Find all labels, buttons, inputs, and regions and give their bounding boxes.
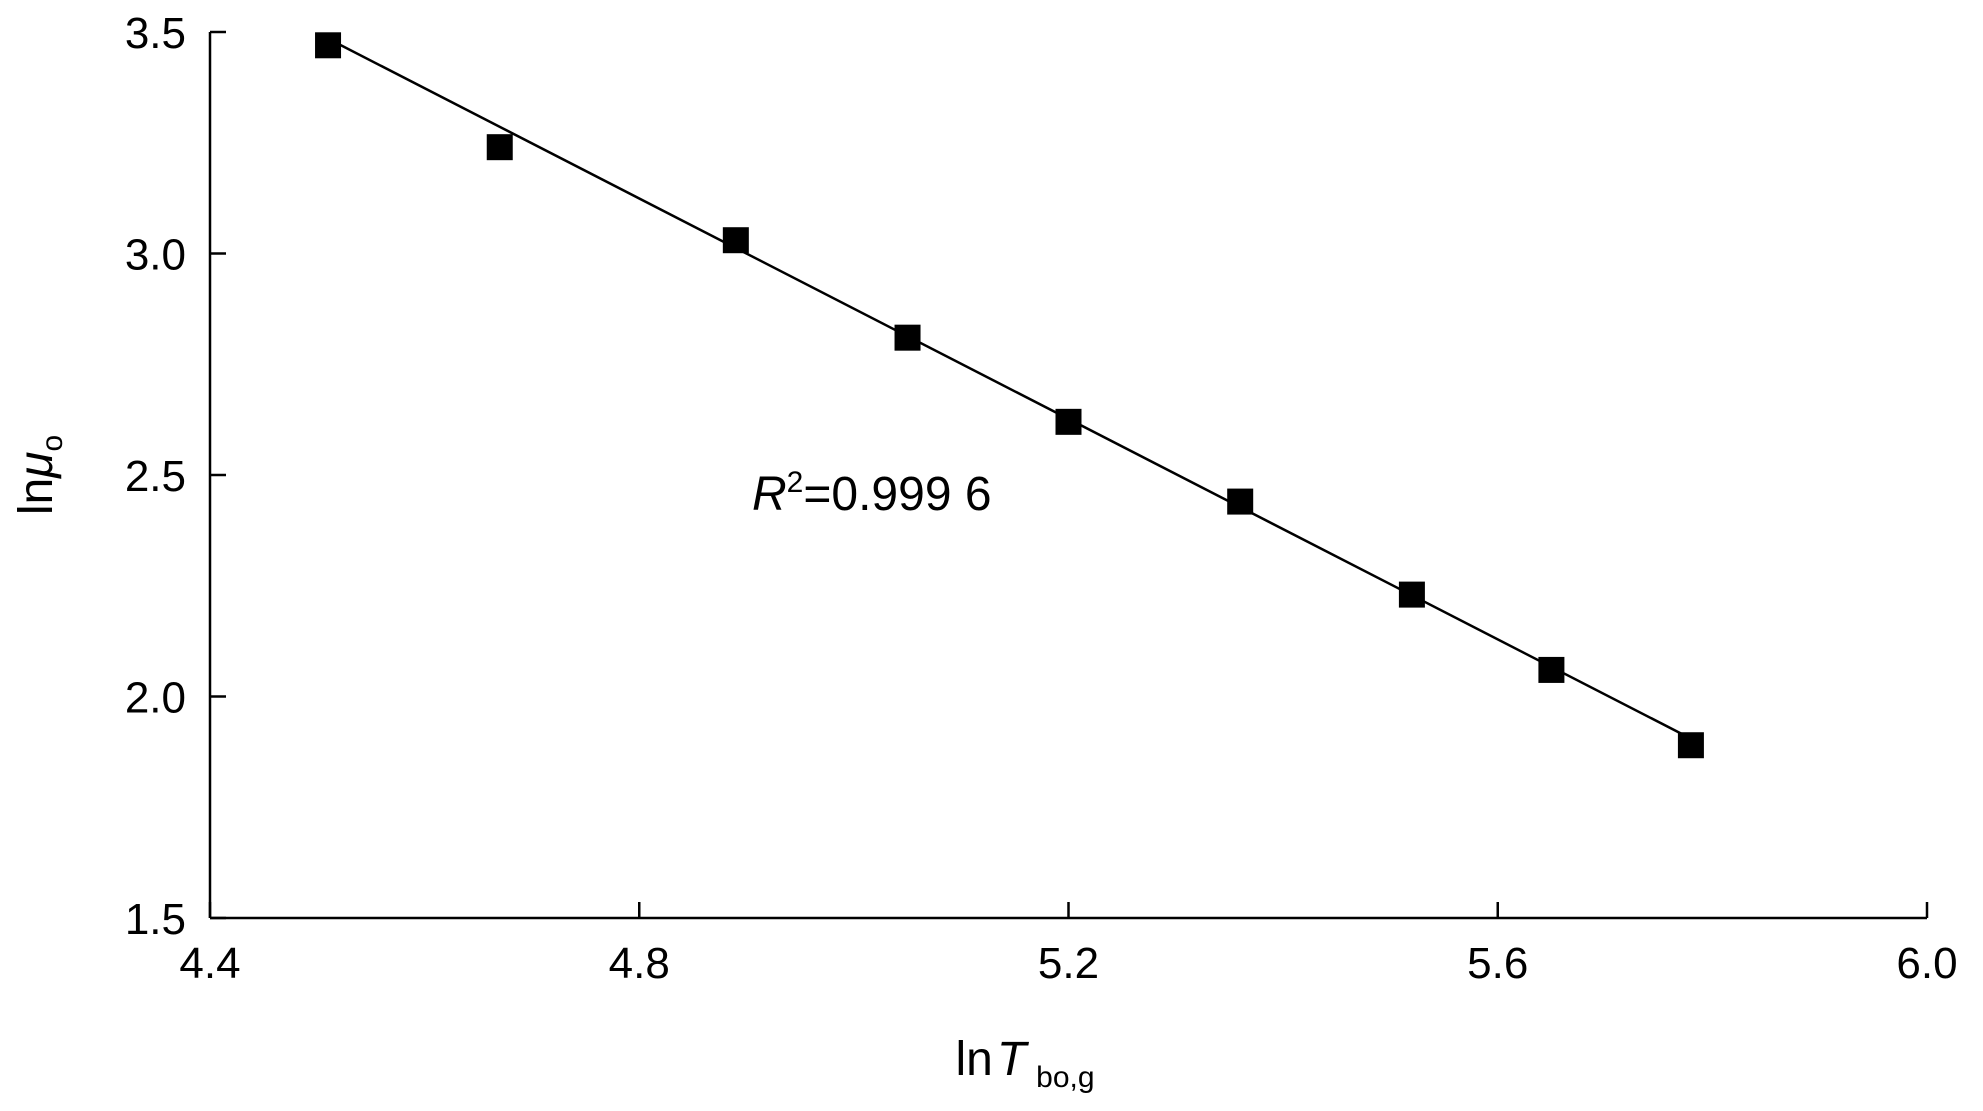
data-point: [1055, 408, 1082, 435]
y-tick-label: 1.5: [125, 895, 186, 944]
x-axis-title-subscript: bo,g: [1036, 1061, 1094, 1094]
x-axis-title-variable: T: [997, 1033, 1030, 1086]
data-point: [1227, 488, 1254, 515]
data-point: [1677, 732, 1704, 759]
y-tick-label: 2.5: [125, 452, 186, 501]
x-tick-label: 4.4: [179, 939, 240, 988]
y-tick-label: 3.5: [125, 9, 186, 58]
y-axis-title-prefix: ln: [10, 478, 63, 515]
x-tick-label: 5.2: [1038, 939, 1099, 988]
x-tick-label: 6.0: [1896, 939, 1957, 988]
fit-line: [327, 37, 1692, 740]
y-tick-label: 3.0: [125, 231, 186, 280]
x-axis-title: lnT bo,g: [955, 1033, 1094, 1094]
x-axis-title-prefix: ln: [955, 1033, 992, 1086]
annotation-variable: R: [752, 468, 787, 521]
annotation-superscript: 2: [787, 466, 804, 499]
x-ticks: 4.4 4.8 5.2 5.6 6.0: [179, 902, 1958, 988]
x-tick-label: 4.8: [609, 939, 670, 988]
data-point: [722, 227, 749, 254]
y-axis-title-variable: μ: [10, 452, 63, 480]
annotation-value: =0.999 6: [803, 468, 991, 521]
y-ticks: 1.5 2.0 2.5 3.0 3.5: [125, 9, 226, 944]
data-point: [486, 134, 513, 161]
data-point: [1398, 581, 1425, 608]
y-tick-label: 2.0: [125, 674, 186, 723]
data-point: [315, 32, 342, 59]
axes: [208, 32, 1927, 920]
data-point: [1538, 656, 1565, 683]
data-point: [894, 324, 921, 351]
y-axis-title: lnμo: [10, 435, 69, 515]
x-tick-label: 5.6: [1467, 939, 1528, 988]
fit-line-group: [327, 37, 1692, 740]
data-points: [315, 32, 1704, 759]
y-axis-title-subscript: o: [36, 435, 69, 452]
r-squared-annotation: R2=0.999 6: [752, 466, 992, 521]
